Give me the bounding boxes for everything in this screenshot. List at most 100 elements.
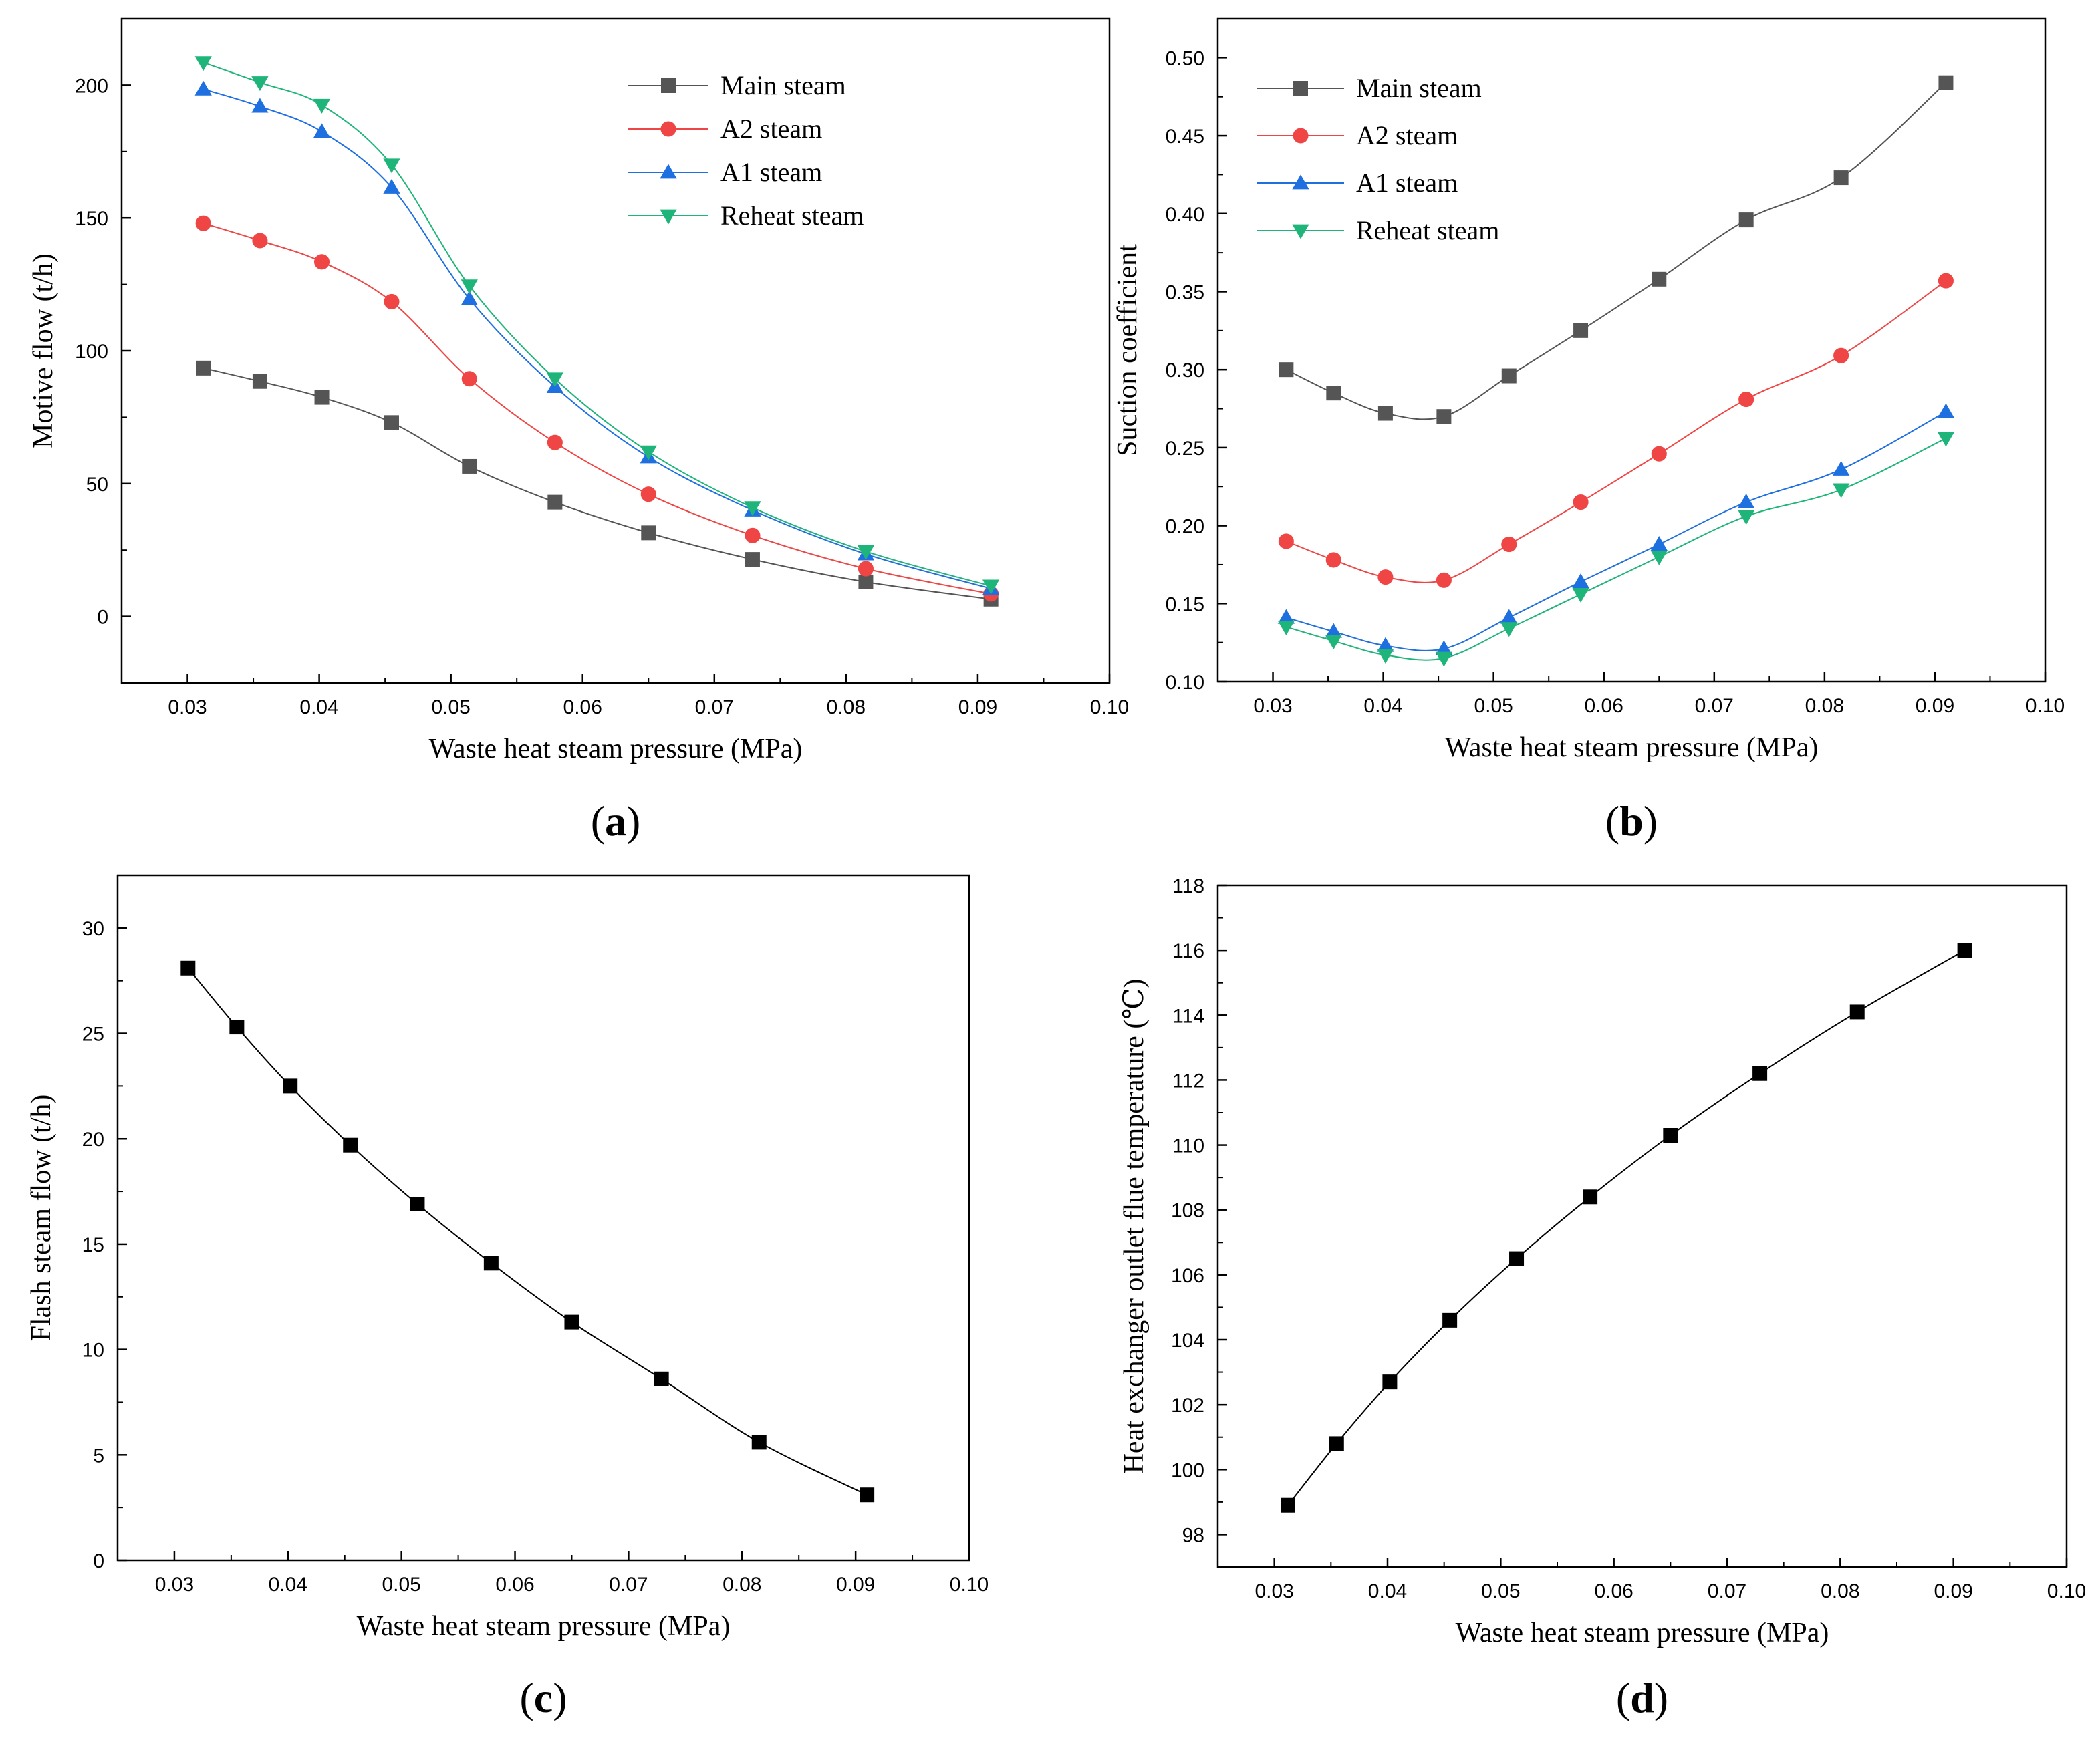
data-point [194,80,212,96]
series-flash-steam-flow [180,960,875,1503]
data-point [1325,634,1342,649]
data-point [1436,572,1452,588]
data-point [252,374,267,389]
series-line [203,61,991,587]
y-tick-label: 10 [82,1340,104,1362]
y-tick-label: 0.20 [1166,516,1204,538]
data-point [1849,1004,1865,1020]
y-tick-label: 15 [82,1234,104,1256]
legend-marker-icon [1292,174,1309,190]
y-tick-label: 0.30 [1166,359,1204,382]
data-point [982,579,1000,595]
y-tick-label: 112 [1172,1070,1204,1092]
x-tick-label: 0.08 [827,696,866,718]
x-axis-title: Waste heat steam pressure (MPa) [1445,732,1819,763]
x-tick-label: 0.05 [1474,695,1513,717]
x-tick-label: 0.06 [563,696,602,718]
x-tick-label: 0.10 [1090,696,1129,718]
legend-marker-icon [1293,81,1308,96]
legend-entry-label: A2 steam [1356,120,1458,150]
y-axis-title: Flash steam flow (t/h) [26,1094,57,1342]
data-point [180,960,196,976]
data-point [252,233,268,249]
y-tick-label: 0.45 [1166,126,1204,148]
y-axis-title: Heat exchanger outlet flue temperature (… [1119,979,1150,1474]
series-a1-steam [194,80,1000,595]
data-point [383,178,400,194]
series-reheat-steam [1277,432,1955,667]
x-tick-label: 0.08 [1805,695,1844,717]
data-point [410,1197,425,1211]
panel-label-letter: c [534,1674,553,1721]
data-point [641,525,656,541]
y-tick-label: 0.15 [1166,593,1204,615]
data-point [251,98,269,113]
legend: Main steam A2 steam A1 steam Reheat steam [628,70,864,231]
x-tick-label: 0.06 [1594,1580,1633,1602]
data-point [1583,1189,1598,1205]
data-point [1501,537,1517,553]
y-tick-label: 102 [1171,1395,1204,1417]
series-line [1287,950,1966,1506]
data-point [1652,271,1667,287]
legend-entry-label: Reheat steam [720,200,864,231]
x-tick-label: 0.03 [1255,1580,1293,1602]
data-point [1738,510,1755,525]
plot-frame [1216,17,2047,683]
data-point [1509,1251,1525,1266]
data-point [1937,403,1955,418]
data-point [654,1371,669,1386]
data-point [195,215,211,231]
data-point [640,486,656,502]
data-point [1651,446,1667,462]
y-tick-label: 104 [1171,1330,1204,1352]
data-point [1738,212,1754,228]
data-point [1833,170,1849,186]
data-point [1957,943,1972,958]
data-point [383,158,400,174]
data-point [1377,406,1393,421]
x-axis-title: Waste heat steam pressure (MPa) [357,1611,731,1642]
data-point [229,1020,245,1035]
x-tick-label: 0.05 [1481,1580,1520,1602]
chart-panel-d: 0.03 0.04 0.05 0.06 0.07 0.08 0.09 0.10 98 100 102… [1119,875,2086,1721]
data-point [1832,460,1850,476]
legend-entry-label: A2 steam [720,114,822,144]
x-tick-label: 0.05 [382,1574,420,1596]
series-main-steam [196,360,999,607]
x-tick-label: 0.03 [168,696,207,718]
x-tick-label: 0.10 [2047,1580,2086,1602]
y-tick-label: 106 [1171,1265,1204,1287]
x-tick-label: 0.04 [1368,1580,1407,1602]
y-tick-label: 108 [1171,1200,1204,1222]
panel-label-letter: d [1630,1674,1654,1721]
y-axis-title: Motive flow (t/h) [28,253,59,448]
panel-label-letter: b [1619,797,1644,845]
data-point [564,1314,579,1330]
legend-marker-icon [661,78,676,93]
data-point [194,56,212,71]
x-tick-label: 0.07 [1695,695,1734,717]
data-point [546,372,563,388]
data-point [1326,386,1341,401]
y-tick-label: 100 [1171,1459,1204,1481]
data-point [384,293,400,309]
data-point [313,254,330,270]
data-point [1650,535,1668,551]
data-point [461,290,478,305]
series-reheat-steam [194,56,1000,595]
y-tick-label: 0.50 [1166,47,1204,69]
x-axis-title: Waste heat steam pressure (MPa) [429,734,803,764]
series-a2-steam [195,215,999,602]
data-point [1277,620,1295,635]
legend-marker-icon [660,164,677,179]
data-point [1938,273,1954,289]
data-point [313,98,331,114]
y-tick-label: 110 [1172,1135,1204,1157]
y-tick-label: 0.40 [1166,204,1204,226]
x-tick-label: 0.06 [1585,695,1623,717]
data-point [1573,323,1589,338]
legend-marker-icon [1293,128,1309,144]
y-tick-label: 116 [1172,940,1204,962]
data-point [1752,1066,1768,1081]
